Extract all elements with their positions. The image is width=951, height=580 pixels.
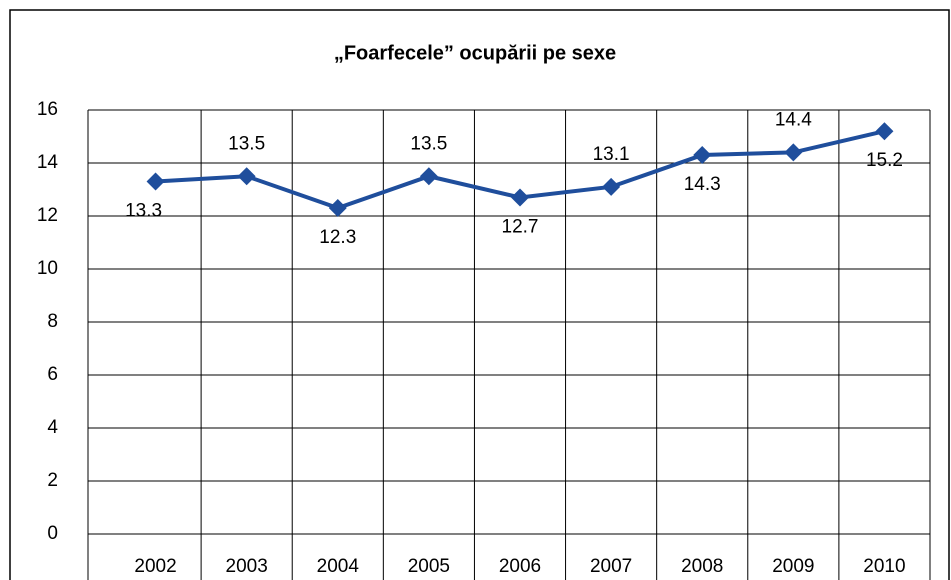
- marker: [146, 172, 165, 191]
- data-label: 13.5: [410, 133, 447, 154]
- marker: [602, 177, 621, 196]
- y-tick-label: 12: [37, 205, 58, 226]
- marker: [875, 122, 894, 141]
- data-label: 14.4: [775, 109, 812, 130]
- data-label: 12.3: [319, 227, 356, 248]
- chart-title: „Foarfecele” ocupării pe sexe: [334, 42, 616, 64]
- data-label: 13.1: [593, 144, 630, 165]
- x-tick-label: 2005: [408, 556, 450, 577]
- data-label: 13.5: [228, 133, 265, 154]
- x-tick-label: 2009: [772, 556, 814, 577]
- marker: [784, 143, 803, 162]
- marker: [693, 146, 712, 165]
- marker: [511, 188, 529, 207]
- x-tick-label: 2008: [681, 556, 723, 577]
- y-tick-label: 4: [47, 417, 58, 438]
- y-tick-label: 6: [47, 364, 58, 385]
- x-tick-label: 2010: [863, 556, 905, 577]
- y-tick-label: 2: [47, 470, 58, 491]
- marker: [419, 167, 438, 186]
- y-tick-label: 10: [37, 258, 58, 279]
- x-tick-label: 2007: [590, 556, 632, 577]
- y-tick-label: 0: [47, 523, 58, 544]
- y-tick-label: 14: [37, 152, 59, 173]
- x-tick-label: 2006: [499, 556, 541, 577]
- data-label: 15.2: [866, 150, 903, 171]
- x-tick-label: 2003: [226, 556, 268, 577]
- x-tick-label: 2002: [134, 556, 176, 577]
- data-label: 13.3: [125, 201, 162, 222]
- data-label: 12.7: [502, 216, 539, 237]
- marker: [328, 199, 347, 218]
- y-tick-label: 8: [47, 311, 58, 332]
- x-tick-label: 2004: [317, 556, 360, 577]
- marker: [237, 167, 256, 186]
- y-tick-label: 16: [37, 99, 58, 120]
- data-label: 14.3: [684, 174, 721, 195]
- chart-frame: [9, 9, 950, 580]
